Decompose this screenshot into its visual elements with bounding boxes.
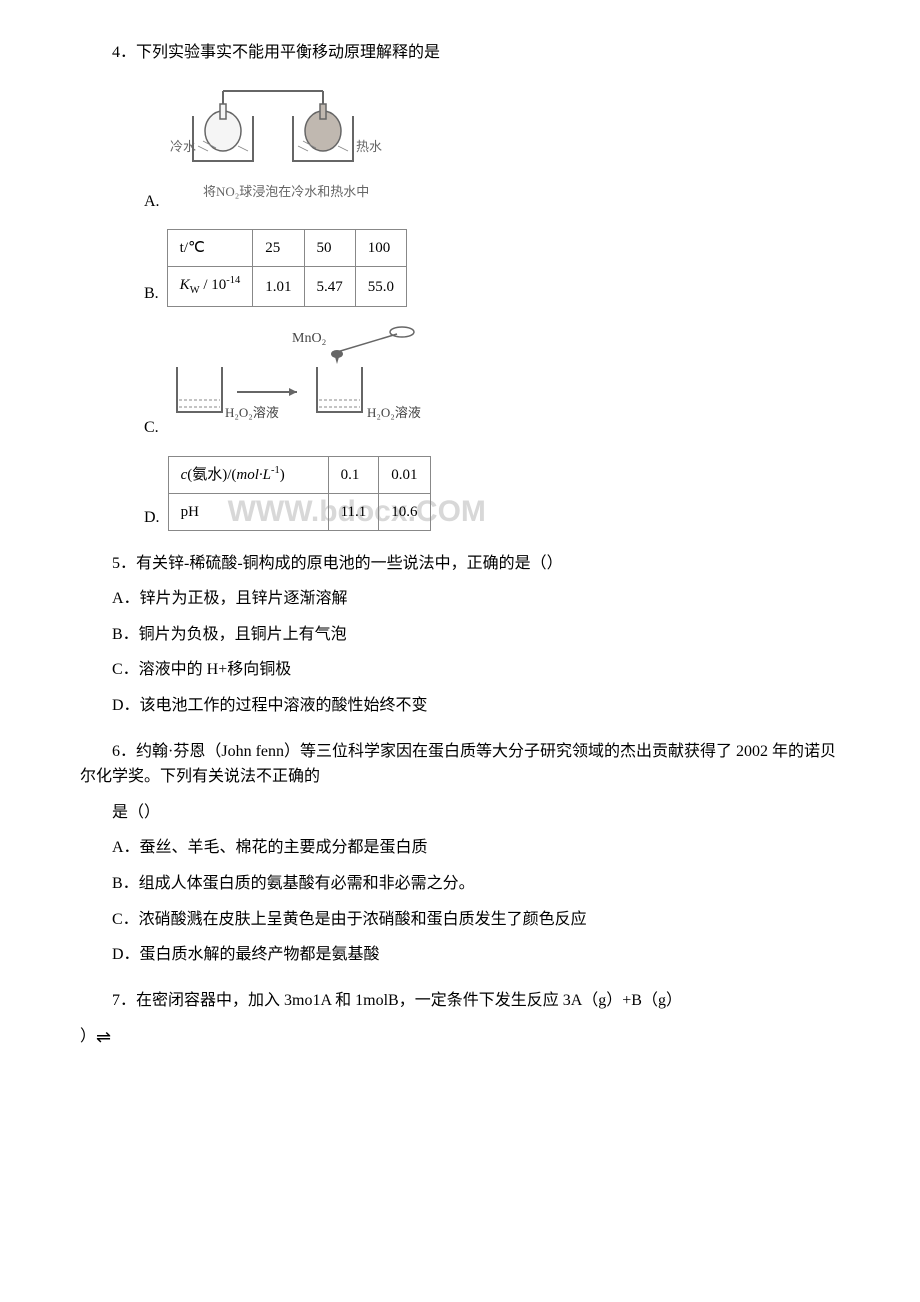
q6-number: 6．	[112, 743, 136, 760]
q4-option-b: B. t/℃ 25 50 100 KW / 10-14 1.01 5.47 55…	[80, 229, 840, 307]
q4-optA-figure: 冷水 热水 将NO₂球浸泡在冷水和热水中	[168, 76, 388, 215]
q4b-r2: 1.01	[253, 267, 304, 307]
q4-optA-label: A.	[80, 189, 160, 215]
q5-optC: C．溶液中的 H+移向铜极	[80, 657, 840, 683]
q7-number: 7．	[112, 992, 136, 1009]
q4-optD-table: c(氨水)/(mol·L-1) 0.1 0.01 pH 11.1 10.6	[168, 456, 431, 531]
svg-text:H₂O₂溶液: H₂O₂溶液	[225, 405, 279, 420]
q5-text: 5．有关锌-稀硫酸-铜构成的原电池的一些说法中，正确的是（）	[80, 551, 840, 577]
q5-optB: B．铜片为负极，且铜片上有气泡	[80, 622, 840, 648]
q4-text: 4．下列实验事实不能用平衡移动原理解释的是	[80, 40, 840, 66]
q4-optC-label: C.	[80, 415, 159, 441]
question-6: 6．约翰·芬恩（John fenn）等三位科学家因在蛋白质等大分子研究领域的杰出…	[80, 739, 840, 968]
q6-optB: B．组成人体蛋白质的氨基酸有必需和非必需之分。	[80, 871, 840, 897]
question-7: 7．在密闭容器中，加入 3mo1A 和 1molB，一定条件下发生反应 3A（g…	[80, 988, 840, 1052]
q4-optB-table: t/℃ 25 50 100 KW / 10-14 1.01 5.47 55.0	[167, 229, 407, 307]
q4b-h2: 25	[253, 230, 304, 267]
q4d-r1: pH	[168, 493, 328, 530]
equilibrium-arrow-icon: ⇌	[96, 1023, 111, 1052]
q4d-r3: 10.6	[379, 493, 430, 530]
q5-optA: A．锌片为正极，且锌片逐渐溶解	[80, 586, 840, 612]
q4-number: 4．	[112, 44, 136, 61]
svg-text:冷水: 冷水	[170, 139, 196, 154]
q6-optD: D．蛋白质水解的最终产物都是氨基酸	[80, 942, 840, 968]
q4d-r2: 11.1	[328, 493, 379, 530]
q4b-h1: t/℃	[167, 230, 253, 267]
q4b-r1: KW / 10-14	[167, 267, 253, 307]
q4b-h4: 100	[355, 230, 406, 267]
svg-text:H₂O₂溶液: H₂O₂溶液	[367, 405, 421, 420]
q5-body: 有关锌-稀硫酸-铜构成的原电池的一些说法中，正确的是（）	[136, 555, 563, 572]
svg-text:将NO₂球浸泡在冷水和热水中: 将NO₂球浸泡在冷水和热水中	[203, 184, 369, 199]
q7-arrow-line: ）⇌	[80, 1023, 840, 1052]
q4b-r3: 5.47	[304, 267, 355, 307]
question-5: 5．有关锌-稀硫酸-铜构成的原电池的一些说法中，正确的是（） A．锌片为正极，且…	[80, 551, 840, 719]
q4-option-a: A.	[80, 76, 840, 215]
q4b-r4: 55.0	[355, 267, 406, 307]
q5-optD: D．该电池工作的过程中溶液的酸性始终不变	[80, 693, 840, 719]
q4d-h3: 0.01	[379, 456, 430, 493]
q4-option-d: D. c(氨水)/(mol·L-1) 0.1 0.01 pH 11.1 10.6…	[80, 456, 840, 531]
q6-text: 6．约翰·芬恩（John fenn）等三位科学家因在蛋白质等大分子研究领域的杰出…	[80, 739, 840, 790]
q4d-h1: c(氨水)/(mol·L-1)	[168, 456, 328, 493]
q4-optC-figure: MnO₂ H₂O₂溶液 H₂O₂溶液	[167, 322, 467, 441]
q7-body: 在密闭容器中，加入 3mo1A 和 1molB，一定条件下发生反应 3A（g）+…	[136, 992, 682, 1009]
q4b-h3: 50	[304, 230, 355, 267]
q5-number: 5．	[112, 555, 136, 572]
svg-text:热水: 热水	[356, 139, 382, 154]
q4-optB-label: B.	[80, 281, 159, 307]
q6-optC: C．浓硝酸溅在皮肤上呈黄色是由于浓硝酸和蛋白质发生了颜色反应	[80, 907, 840, 933]
q6-body: 约翰·芬恩（John fenn）等三位科学家因在蛋白质等大分子研究领域的杰出贡献…	[80, 743, 836, 786]
q6-cont: 是（）	[80, 800, 840, 826]
question-4: 4．下列实验事实不能用平衡移动原理解释的是 A.	[80, 40, 840, 531]
q7-text: 7．在密闭容器中，加入 3mo1A 和 1molB，一定条件下发生反应 3A（g…	[80, 988, 840, 1014]
q4-optD-label: D.	[80, 505, 160, 531]
q4-body: 下列实验事实不能用平衡移动原理解释的是	[136, 44, 440, 61]
q4d-h2: 0.1	[328, 456, 379, 493]
q4-option-c: C. MnO₂ H₂O₂溶液	[80, 322, 840, 441]
q6-optA: A．蚕丝、羊毛、棉花的主要成分都是蛋白质	[80, 835, 840, 861]
svg-text:MnO₂: MnO₂	[292, 331, 327, 346]
